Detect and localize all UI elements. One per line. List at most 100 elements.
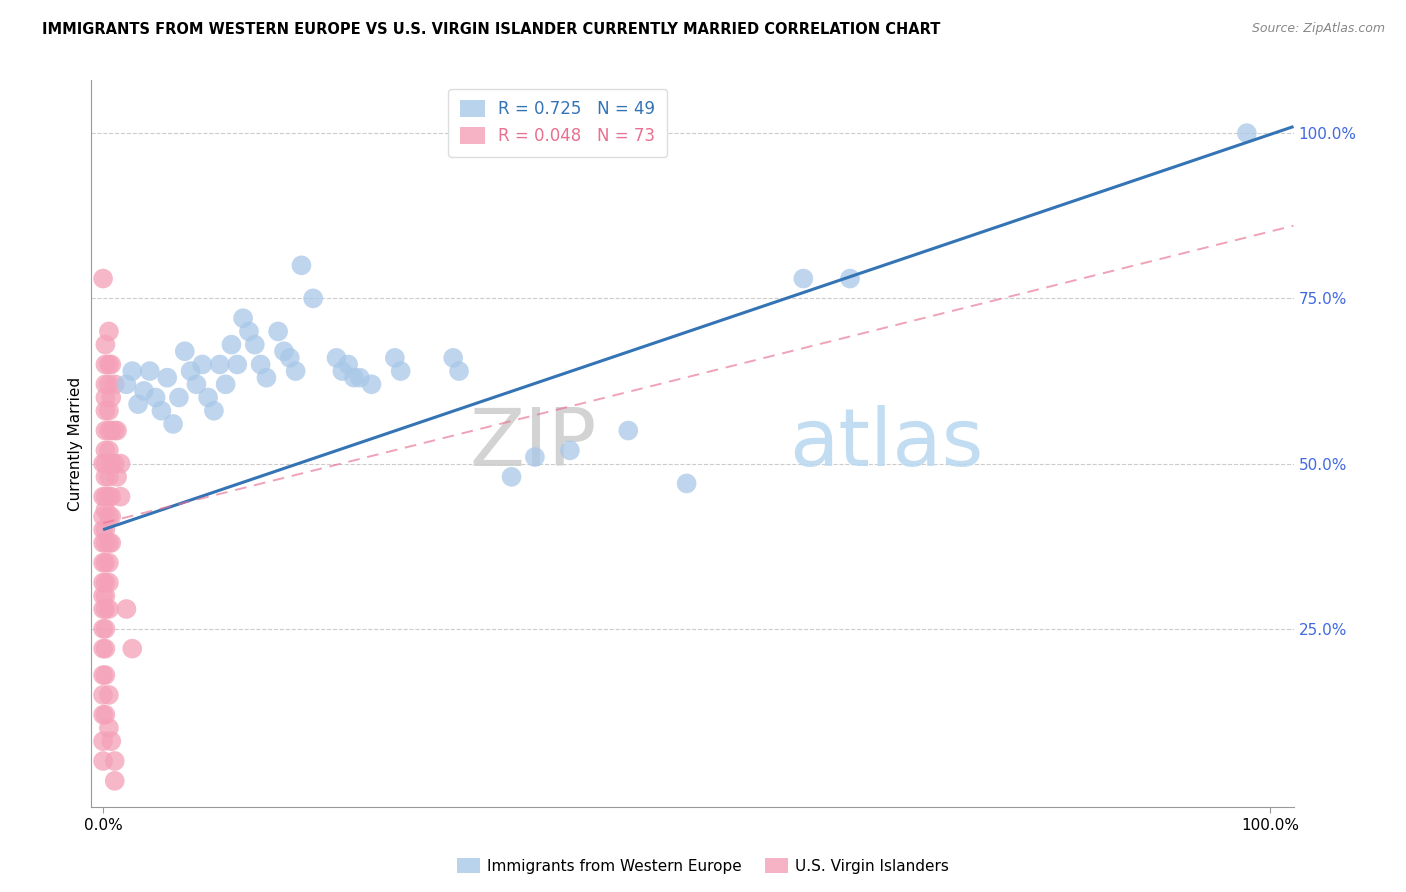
Point: [243, 337, 266, 351]
Point: [267, 325, 290, 339]
Point: [94, 575, 117, 590]
Point: [91, 602, 114, 616]
Point: [97, 325, 120, 339]
Y-axis label: Currently Married: Currently Married: [67, 376, 83, 511]
Point: [105, 424, 128, 438]
Point: [360, 377, 382, 392]
Point: [617, 424, 640, 438]
Point: [330, 364, 353, 378]
Point: [94, 391, 117, 405]
Point: [97, 575, 120, 590]
Point: [1236, 126, 1258, 140]
Point: [94, 622, 117, 636]
Point: [186, 377, 208, 392]
Point: [221, 337, 243, 351]
Point: [94, 457, 117, 471]
Point: [97, 688, 120, 702]
Point: [94, 503, 117, 517]
Point: [94, 668, 117, 682]
Point: [91, 622, 114, 636]
Point: [94, 470, 117, 484]
Point: [180, 364, 202, 378]
Point: [97, 443, 120, 458]
Point: [343, 370, 366, 384]
Point: [94, 523, 117, 537]
Point: [389, 364, 412, 378]
Point: [97, 470, 120, 484]
Point: [94, 377, 117, 392]
Point: [104, 457, 127, 471]
Point: [91, 707, 114, 722]
Point: [384, 351, 406, 365]
Point: [191, 358, 214, 372]
Point: [127, 397, 149, 411]
Point: [337, 358, 360, 372]
Point: [278, 351, 301, 365]
Point: [121, 641, 143, 656]
Point: [97, 377, 120, 392]
Point: [94, 403, 117, 417]
Point: [97, 490, 120, 504]
Point: [91, 668, 114, 682]
Point: [238, 325, 260, 339]
Point: [91, 754, 114, 768]
Point: [97, 556, 120, 570]
Point: [94, 641, 117, 656]
Point: [839, 271, 862, 285]
Point: [94, 707, 117, 722]
Point: [94, 424, 117, 438]
Point: [97, 602, 120, 616]
Point: [132, 384, 155, 398]
Point: [104, 754, 127, 768]
Point: [523, 450, 546, 464]
Point: [290, 258, 312, 272]
Point: [91, 490, 114, 504]
Legend: R = 0.725   N = 49, R = 0.048   N = 73: R = 0.725 N = 49, R = 0.048 N = 73: [449, 88, 666, 157]
Point: [100, 391, 122, 405]
Point: [675, 476, 697, 491]
Point: [94, 490, 117, 504]
Point: [214, 377, 236, 392]
Point: [91, 688, 114, 702]
Point: [105, 470, 128, 484]
Point: [91, 641, 114, 656]
Point: [100, 358, 122, 372]
Point: [284, 364, 307, 378]
Point: [91, 556, 114, 570]
Point: [94, 358, 117, 372]
Point: [104, 377, 127, 392]
Point: [100, 490, 122, 504]
Point: [94, 602, 117, 616]
Point: [91, 536, 114, 550]
Point: [100, 536, 122, 550]
Point: [232, 311, 254, 326]
Point: [249, 358, 271, 372]
Point: [97, 721, 120, 735]
Point: [197, 391, 219, 405]
Point: [97, 536, 120, 550]
Point: [208, 358, 231, 372]
Point: [91, 575, 114, 590]
Point: [91, 589, 114, 603]
Point: [100, 734, 122, 748]
Point: [94, 589, 117, 603]
Point: [156, 370, 179, 384]
Point: [150, 403, 173, 417]
Point: [558, 443, 581, 458]
Point: [97, 509, 120, 524]
Point: [91, 734, 114, 748]
Point: [110, 457, 132, 471]
Point: [121, 364, 143, 378]
Point: [441, 351, 464, 365]
Point: [173, 344, 195, 359]
Point: [349, 370, 371, 384]
Point: [94, 536, 117, 550]
Point: [91, 271, 114, 285]
Point: [162, 417, 184, 431]
Point: [145, 391, 167, 405]
Point: [792, 271, 814, 285]
Point: [447, 364, 470, 378]
Point: [110, 490, 132, 504]
Point: [94, 443, 117, 458]
Point: [167, 391, 190, 405]
